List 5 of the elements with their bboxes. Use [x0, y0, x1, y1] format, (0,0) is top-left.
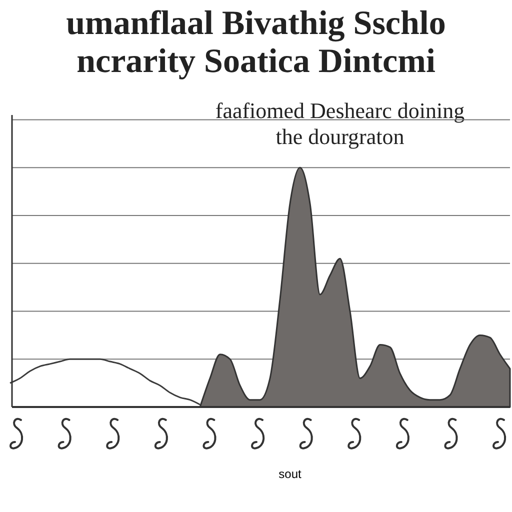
text: faafiomed Deshearc doining — [215, 98, 465, 123]
text: ncrarity Soatica Dintcmi — [76, 43, 436, 80]
text: the dourgraton — [276, 124, 404, 149]
text: sout — [278, 467, 302, 481]
text: umanflaal Bivathig Sschlo — [66, 5, 446, 42]
